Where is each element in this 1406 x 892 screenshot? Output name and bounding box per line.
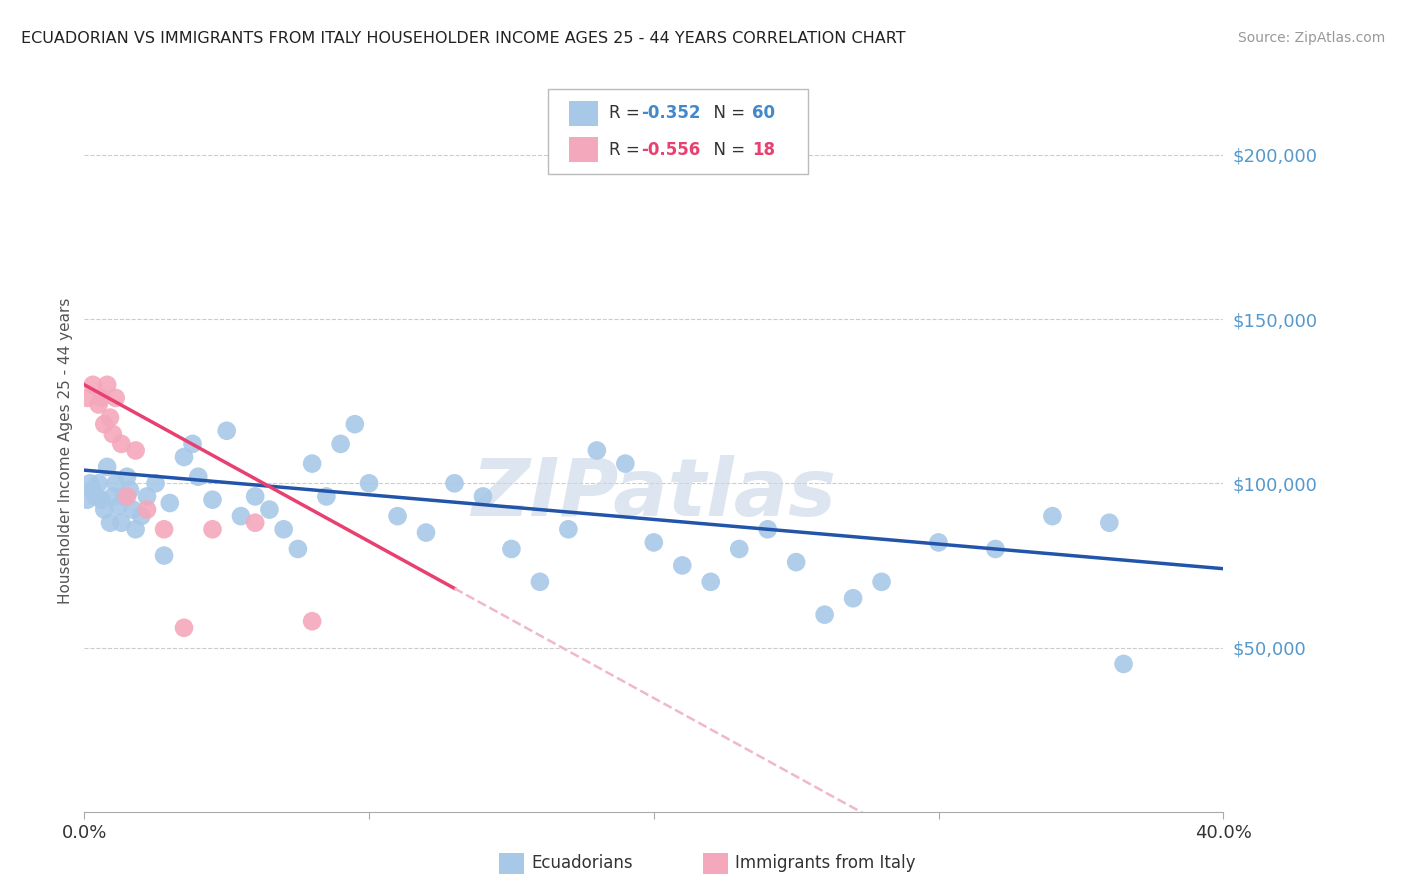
Text: ECUADORIAN VS IMMIGRANTS FROM ITALY HOUSEHOLDER INCOME AGES 25 - 44 YEARS CORREL: ECUADORIAN VS IMMIGRANTS FROM ITALY HOUS…	[21, 31, 905, 46]
Text: N =: N =	[703, 104, 751, 122]
Point	[90, 391, 112, 405]
Point	[104, 476, 127, 491]
Text: Source: ZipAtlas.com: Source: ZipAtlas.com	[1237, 31, 1385, 45]
Point	[110, 437, 132, 451]
Point	[121, 502, 143, 516]
Point	[273, 522, 295, 536]
Point	[90, 492, 112, 507]
Point	[118, 483, 141, 497]
Text: -0.556: -0.556	[641, 141, 700, 159]
Text: 18: 18	[752, 141, 775, 159]
Text: N =: N =	[703, 141, 751, 159]
Point	[984, 541, 1007, 556]
Point	[96, 459, 118, 474]
Point	[101, 427, 124, 442]
Point	[181, 437, 204, 451]
Text: 60: 60	[752, 104, 775, 122]
Point	[1098, 516, 1121, 530]
Point	[614, 457, 637, 471]
Point	[110, 516, 132, 530]
Point	[98, 516, 121, 530]
Point	[245, 490, 267, 504]
Point	[301, 457, 323, 471]
Point	[700, 574, 723, 589]
Point	[201, 522, 224, 536]
Point	[173, 621, 195, 635]
Point	[93, 417, 115, 432]
Point	[472, 490, 495, 504]
Point	[259, 502, 281, 516]
Point	[329, 437, 352, 451]
Point	[557, 522, 579, 536]
Text: Ecuadorians: Ecuadorians	[531, 855, 633, 872]
Point	[115, 490, 138, 504]
Point	[124, 443, 146, 458]
Point	[115, 469, 138, 483]
Point	[443, 476, 465, 491]
Point	[1112, 657, 1135, 671]
Text: -0.352: -0.352	[641, 104, 700, 122]
Point	[76, 492, 98, 507]
Point	[96, 377, 118, 392]
Point	[315, 490, 337, 504]
Point	[76, 391, 98, 405]
Point	[87, 397, 110, 411]
Y-axis label: Householder Income Ages 25 - 44 years: Householder Income Ages 25 - 44 years	[58, 297, 73, 604]
Point	[173, 450, 195, 464]
Point	[131, 509, 153, 524]
Point	[187, 469, 209, 483]
Point	[124, 522, 146, 536]
Text: R =: R =	[609, 141, 645, 159]
Point	[671, 558, 693, 573]
Point	[301, 614, 323, 628]
Point	[643, 535, 665, 549]
Point	[215, 424, 238, 438]
Point	[387, 509, 409, 524]
Point	[79, 476, 101, 491]
Point	[756, 522, 779, 536]
Point	[785, 555, 807, 569]
Point	[153, 522, 176, 536]
Point	[201, 492, 224, 507]
Point	[82, 483, 104, 497]
Point	[84, 490, 107, 504]
Point	[814, 607, 837, 622]
Text: R =: R =	[609, 104, 645, 122]
Point	[101, 490, 124, 504]
Text: Immigrants from Italy: Immigrants from Italy	[735, 855, 915, 872]
Point	[415, 525, 437, 540]
Point	[870, 574, 893, 589]
Point	[153, 549, 176, 563]
Point	[928, 535, 950, 549]
Point	[159, 496, 181, 510]
Point	[229, 509, 252, 524]
Point	[245, 516, 267, 530]
Text: ZIPatlas: ZIPatlas	[471, 455, 837, 533]
Point	[529, 574, 551, 589]
Point	[136, 490, 159, 504]
Point	[98, 410, 121, 425]
Point	[842, 591, 865, 606]
Point	[107, 500, 129, 514]
Point	[112, 490, 135, 504]
Point	[287, 541, 309, 556]
Point	[145, 476, 167, 491]
Point	[728, 541, 751, 556]
Point	[501, 541, 523, 556]
Point	[104, 391, 127, 405]
Point	[136, 502, 159, 516]
Point	[586, 443, 609, 458]
Point	[93, 502, 115, 516]
Point	[1042, 509, 1064, 524]
Point	[359, 476, 381, 491]
Point	[82, 377, 104, 392]
Point	[87, 476, 110, 491]
Point	[343, 417, 366, 432]
